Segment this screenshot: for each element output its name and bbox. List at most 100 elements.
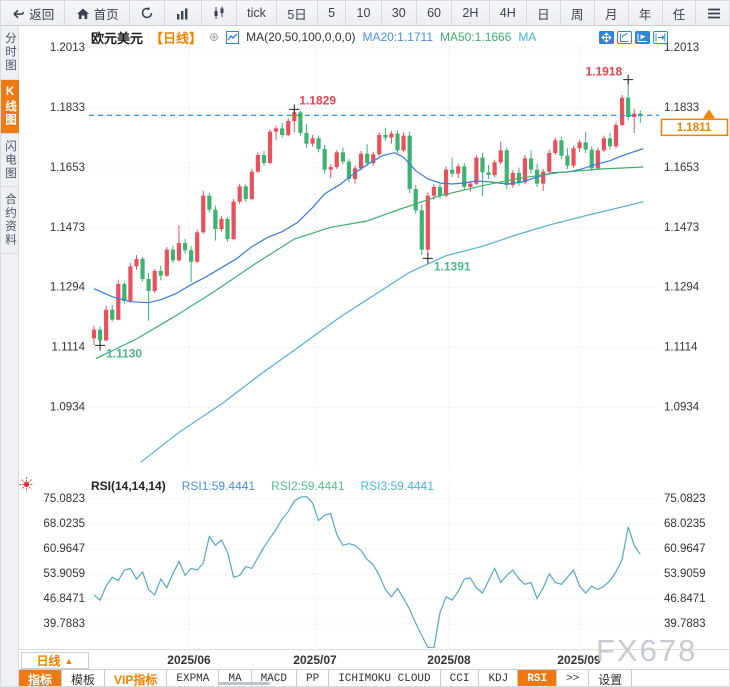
period-tag: 【日线】 [150,30,203,46]
svg-text:1.1829: 1.1829 [299,93,336,107]
interval-5day-button-label: 5日 [287,7,307,22]
svg-text:1.0934: 1.0934 [50,402,86,414]
interval-custom-button-label: 任 [672,7,686,22]
interval-week-button[interactable]: 周 [561,1,595,25]
svg-text:60.9647: 60.9647 [43,543,85,555]
rsi3-value: RSI3:59.4441 [360,479,434,493]
interval-custom-button[interactable]: 任 [663,1,697,25]
interval-year-button-label: 年 [638,7,652,22]
svg-text:1.1130: 1.1130 [106,346,142,360]
refresh-button[interactable] [130,1,166,25]
tab-settings[interactable]: 设置 [589,670,633,686]
tab-kdj[interactable]: KDJ [479,670,519,686]
tab-pp[interactable]: PP [297,670,330,686]
svg-text:1.2013: 1.2013 [664,42,699,54]
time-axis-label: 2025/09 [557,653,601,667]
sidebar-item-kline-chart[interactable]: K线图 [1,79,19,134]
period-selector-button[interactable]: 日线 ▲ [21,652,89,669]
horizontal-scrollbar[interactable] [218,682,270,685]
rsi-params-label: RSI(14,14,14) [91,479,166,493]
pan-icon[interactable] [599,31,614,44]
sidebar-item-time-chart[interactable]: 分时图 [1,26,19,80]
time-axis-row: 日线 ▲ 2025/06 2025/07 2025/08 2025/09 [19,649,729,669]
interval-10min-button-label: 10 [356,6,371,20]
time-axis-label: 2025/06 [167,653,211,667]
interval-tick-button-label: tick [247,6,266,20]
annotation-1.1829: 1.1829 [289,93,336,115]
ma50-line [95,166,644,360]
ma20-value: MA20:1.1711 [362,30,434,44]
price-axis-labels: 1.2013 1.2013 1.1833 1.1833 1.1653 1.1653 1.14… [50,42,700,414]
rsi1-value: RSI1:59.4441 [181,479,256,493]
period-selector-label: 日线 [36,654,61,668]
interval-2h-button[interactable]: 2H [452,1,490,25]
interval-2h-button-label: 2H [462,6,479,20]
sidebar-item-contract-info[interactable]: 合约资料 [1,187,19,254]
menu-button[interactable] [696,1,729,25]
rsi-axis-labels: 75.0823 75.0823 68.0235 68.0235 60.9647 60.96… [43,493,705,630]
add-compare-icon[interactable]: ⊕ [209,30,220,44]
tab-rsi[interactable]: RSI [518,670,558,686]
tab-expma[interactable]: EXPMA [167,670,220,686]
ma-params-label: MA(20,50,100,0,0,0) [246,30,356,44]
tab-cci[interactable]: CCI [441,670,480,686]
svg-text:39.7883: 39.7883 [43,618,85,630]
svg-text:1.1391: 1.1391 [434,259,471,273]
ma100-line [140,201,644,463]
interval-week-button-label: 周 [571,7,584,22]
tab-indicator[interactable]: 指标 [19,670,63,686]
auto-fit-icon[interactable] [635,31,650,44]
left-sidebar: 分时图 K线图 闪电图 合约资料 [1,26,19,686]
annotation-1.1391: 1.1391 [422,253,471,273]
svg-text:1.1653: 1.1653 [50,162,85,174]
svg-text:1.1294: 1.1294 [664,282,700,294]
interval-5day-button[interactable]: 5日 [277,1,318,25]
interval-5min-button-label: 5 [328,6,336,20]
svg-text:60.9647: 60.9647 [664,543,706,555]
svg-text:1.2013: 1.2013 [50,42,85,54]
tab-template[interactable]: 模板 [62,670,106,686]
chart-tool-icons [599,31,668,44]
main-gridlines [89,46,659,467]
candlestick-series [91,79,643,345]
interval-5min-button[interactable]: 5 [318,1,347,25]
interval-30min-button[interactable]: 30 [382,1,417,25]
tab-ichimoku-cloud[interactable]: ICHIMOKU CLOUD [329,670,441,686]
indicator-sun-icon[interactable] [19,477,34,492]
tab-more[interactable]: >> [557,670,590,686]
svg-text:53.9059: 53.9059 [43,568,85,580]
interval-10min-button[interactable]: 10 [346,1,382,25]
chart-type-bar-button[interactable] [165,1,202,25]
svg-text:1.1294: 1.1294 [50,282,86,294]
tab-vip-indicator[interactable]: VIP指标 [105,670,168,686]
top-toolbar: 返回 首页 tick 5日 5 10 30 60 2H 4H 日 周 月 年 任 [1,1,729,26]
svg-text:68.0235: 68.0235 [664,518,706,530]
interval-year-button[interactable]: 年 [629,1,663,25]
rsi-line [93,495,641,648]
svg-text:1.1833: 1.1833 [50,102,85,114]
axis-scale-icon[interactable] [617,31,632,44]
back-button-label: 返回 [29,7,55,22]
indicator-tab-bar: 指标 模板 VIP指标 EXPMA MA MACD PP ICHIMOKU CLOUD CCI K… [19,669,729,686]
rsi-chart-pane[interactable]: 75.0823 75.0823 68.0235 68.0235 60.9647 60.96… [19,471,730,649]
interval-day-button[interactable]: 日 [527,1,561,25]
interval-60min-button[interactable]: 60 [417,1,453,25]
main-chart-header: 欧元美元 【日线】 ⊕ MA(20,50,100,0,0,0) MA20:1.1… [91,28,536,46]
interval-month-button[interactable]: 月 [595,1,629,25]
price-chart-pane[interactable]: 1.2013 1.2013 1.1833 1.1833 1.1653 1.1653 1.14… [19,26,730,471]
sidebar-item-lightning-chart[interactable]: 闪电图 [1,134,19,187]
svg-text:1.1833: 1.1833 [664,102,699,114]
home-button[interactable]: 首页 [65,1,130,25]
rsi-gridlines [89,485,659,648]
interval-4h-button[interactable]: 4H [490,1,527,25]
svg-text:75.0823: 75.0823 [664,493,706,505]
interval-tick-button[interactable]: tick [237,1,278,25]
back-button[interactable]: 返回 [1,1,66,25]
indicator-settings-icon[interactable] [226,30,240,44]
symbol-title: 欧元美元 [91,30,144,46]
chart-type-candle-button[interactable] [202,1,237,25]
interval-day-button-label: 日 [537,7,550,22]
go-to-latest-icon[interactable] [653,31,668,44]
rsi2-value: RSI2:59.4441 [271,479,345,493]
